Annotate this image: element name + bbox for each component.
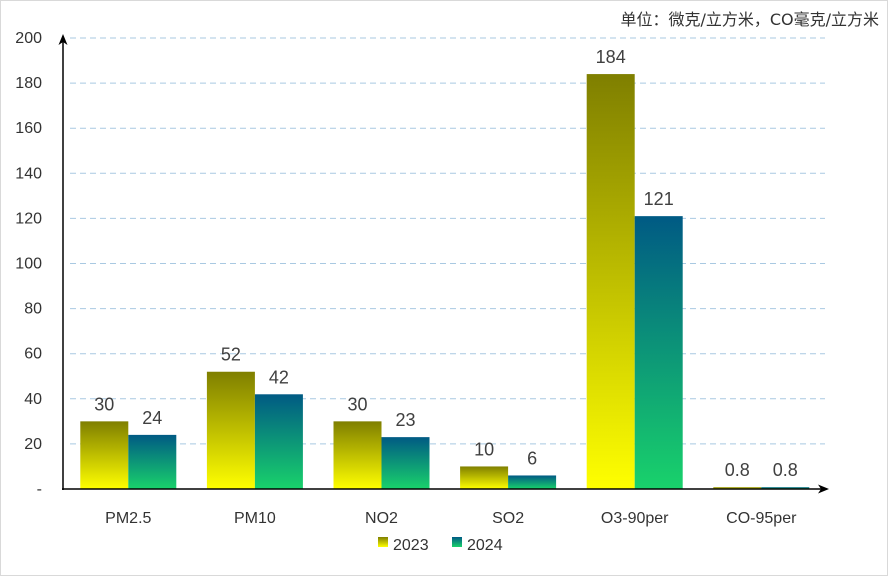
legend-swatch-2024 (452, 537, 462, 547)
y-tick-label: 60 (24, 346, 42, 363)
bar-2024-0 (128, 434, 177, 489)
y-tick-label: 180 (15, 75, 42, 92)
bar-2023-5 (713, 487, 762, 489)
bar-2024-1 (254, 394, 303, 489)
category-label: CO-95per (726, 510, 797, 527)
bar-2024-4 (634, 216, 683, 489)
legend-label-2023: 2023 (393, 537, 429, 554)
category-label: NO2 (365, 510, 398, 527)
y-tick-label: 20 (24, 436, 42, 453)
y-tick-label: 100 (15, 256, 42, 273)
data-label-2024-3: 6 (527, 448, 537, 468)
unit-note: 单位：微克/立方米，CO毫克/立方米 (620, 10, 879, 29)
bar-2023-3 (460, 466, 509, 489)
data-label-2023-2: 30 (347, 394, 367, 414)
category-label: SO2 (492, 510, 524, 527)
bars (80, 74, 810, 489)
y-tick-label: 140 (15, 165, 42, 182)
y-tick-label: 200 (15, 30, 42, 47)
bar-2023-1 (206, 371, 255, 489)
data-label-2024-5: 0.8 (773, 460, 798, 480)
legend: 2023 2024 (378, 537, 503, 554)
y-tick-labels: - 20 40 60 80 100 120 140 160 180 200 (15, 30, 42, 498)
legend-label-2024: 2024 (467, 537, 503, 554)
data-label-2024-1: 42 (269, 367, 289, 387)
category-label: PM10 (234, 510, 276, 527)
category-labels: PM2.5 PM10 NO2 SO2 O3-90per CO-95per (105, 510, 797, 527)
bar-2024-2 (381, 437, 430, 489)
legend-swatch-2023 (378, 537, 388, 547)
data-label-2023-1: 52 (221, 345, 241, 365)
y-tick-label: - (37, 481, 42, 498)
data-label-2024-0: 24 (142, 408, 162, 428)
axes (58, 34, 829, 494)
data-label-2023-0: 30 (94, 394, 114, 414)
y-tick-label: 120 (15, 210, 42, 227)
data-label-2023-3: 10 (474, 439, 494, 459)
bar-2023-2 (333, 421, 382, 489)
category-label: PM2.5 (105, 510, 151, 527)
y-tick-label: 40 (24, 391, 42, 408)
data-label-2024-2: 23 (395, 410, 415, 430)
bar-2023-4 (586, 74, 635, 489)
x-axis-arrow (818, 484, 829, 494)
bar-2024-3 (508, 475, 557, 489)
y-tick-label: 160 (15, 120, 42, 137)
data-label-2024-4: 121 (644, 189, 674, 209)
data-labels: 30 24 52 42 30 23 10 6 184 121 0.8 0.8 (94, 47, 798, 480)
bar-2024-5 (761, 487, 810, 489)
bar-2023-0 (80, 421, 129, 489)
y-tick-label: 80 (24, 301, 42, 318)
data-label-2023-4: 184 (596, 47, 626, 67)
category-label: O3-90per (601, 510, 669, 527)
y-axis-arrow (58, 34, 68, 45)
data-label-2023-5: 0.8 (725, 460, 750, 480)
gridlines (70, 37, 825, 445)
